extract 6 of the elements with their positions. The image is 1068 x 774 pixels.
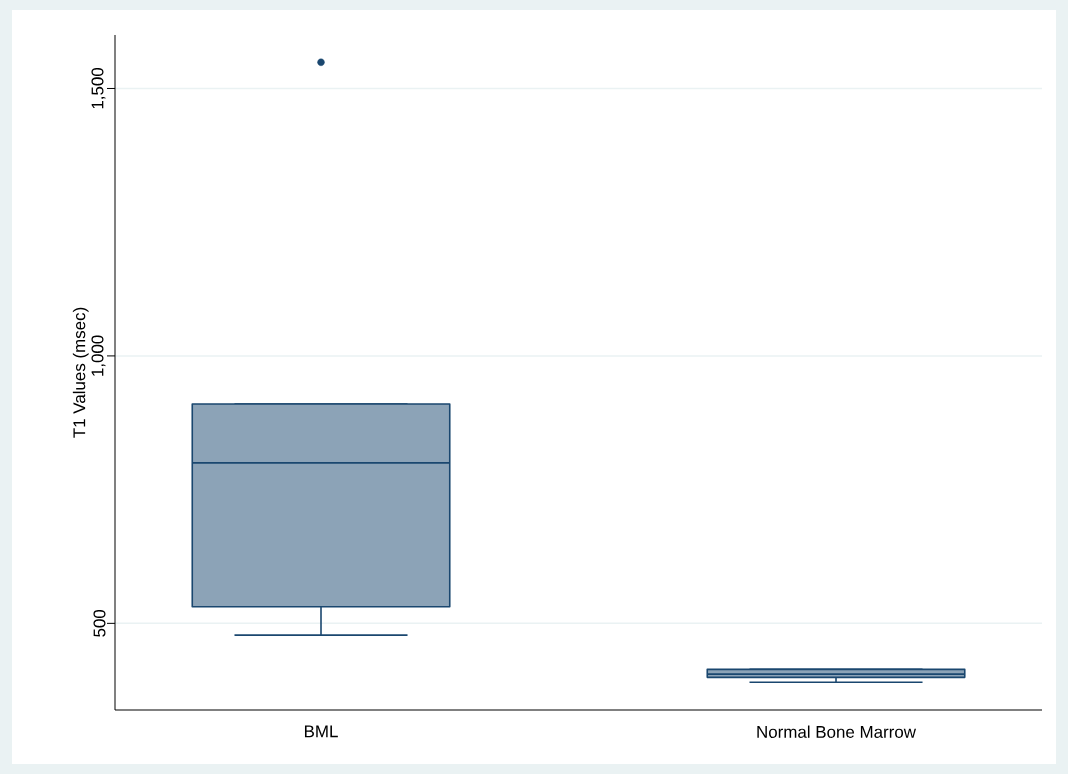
y-tick-label: 1,500: [91, 67, 106, 109]
x-tick-label: Normal Bone Marrow: [757, 725, 917, 738]
x-tick-label: BML: [304, 725, 338, 738]
y-tick-label: 1,000: [91, 335, 106, 376]
y-tick-label: 500: [93, 609, 106, 637]
y-axis-title: T1 Values (msec): [72, 307, 89, 438]
